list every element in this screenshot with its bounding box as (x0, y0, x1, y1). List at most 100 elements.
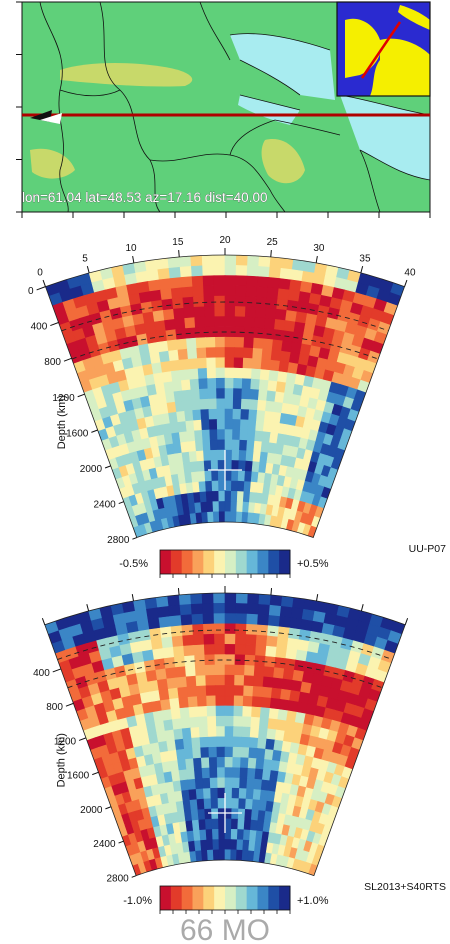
anomaly-cell (168, 604, 182, 617)
anomaly-cell (207, 378, 217, 390)
anomaly-cell (245, 788, 255, 800)
anomaly-cell (275, 646, 288, 659)
wedge-guides (44, 254, 406, 539)
anomaly-cell (137, 281, 151, 294)
depth-tick-label: 1200 (54, 736, 77, 747)
anomaly-cell (195, 440, 204, 452)
anomaly-cell (174, 400, 185, 413)
anomaly-cell (224, 357, 235, 369)
colorbar-swatch (279, 550, 291, 574)
anomaly-cell (204, 808, 213, 820)
colorbar-swatch (235, 550, 248, 574)
anomaly-cell (206, 695, 217, 707)
anomaly-cell (244, 644, 257, 656)
anomaly-cell (193, 768, 203, 780)
anomaly-cell (214, 633, 226, 645)
anomaly-cell (234, 306, 246, 318)
anomaly-cell (240, 757, 250, 769)
anomaly-cell (179, 707, 191, 719)
anomaly-cell (224, 715, 235, 727)
anomaly-cell (224, 695, 235, 707)
anomaly-cell (224, 849, 232, 861)
anomaly-cell (207, 511, 215, 523)
anomaly-cell (279, 606, 293, 619)
anomaly-cell (216, 408, 226, 420)
anomaly-cell (217, 787, 226, 799)
anomaly-cell (177, 686, 189, 699)
anomaly-cell (246, 275, 259, 288)
anomaly-cell (192, 634, 205, 646)
anomaly-cell (258, 717, 270, 730)
anomaly-cell (159, 626, 173, 639)
anomaly-cell (214, 295, 226, 307)
anomaly-cell (224, 818, 232, 830)
colorbar-swatch (225, 886, 237, 910)
anomaly-cell (235, 633, 247, 646)
anomaly-cell (279, 267, 293, 281)
anomaly-cell (301, 608, 316, 622)
anomaly-cell (233, 716, 243, 728)
start-arrow-highlight-icon (40, 113, 62, 124)
anomaly-cell (196, 347, 207, 359)
anomaly-cell (202, 777, 211, 790)
anomaly-cell (160, 360, 172, 374)
anomaly-cell (191, 265, 204, 277)
colorbar-swatch (160, 550, 172, 574)
anomaly-cell (224, 429, 233, 441)
depth-tick-label: 2000 (80, 464, 103, 475)
distance-tick-label: 40 (404, 268, 416, 279)
depth-tick (52, 668, 62, 673)
anomaly-cell (212, 839, 220, 851)
anomaly-cell (268, 370, 280, 383)
anomaly-cell (158, 688, 170, 701)
anomaly-cell (249, 727, 260, 739)
anomaly-cell (224, 316, 236, 328)
location-info-text: lon=61.04 lat=48.53 az=17.16 dist=40.00 (22, 190, 267, 205)
anomaly-cell (214, 316, 226, 328)
anomaly-cell (224, 726, 234, 738)
anomaly-cell (172, 645, 185, 658)
anomaly-cell (168, 349, 180, 362)
inset-landmass (398, 5, 430, 30)
anomaly-cell (207, 726, 217, 738)
anomaly-cell (201, 429, 211, 441)
anomaly-cell (178, 358, 190, 371)
anomaly-cell (224, 388, 234, 400)
anomaly-cell (188, 368, 200, 381)
anomaly-cell (192, 285, 205, 298)
anomaly-cell (169, 277, 183, 290)
anomaly-cell (224, 787, 233, 799)
anomaly-cell (210, 798, 219, 810)
anomaly-cell (241, 716, 252, 728)
anomaly-cell (269, 697, 281, 710)
anomaly-cell (241, 378, 252, 390)
depth-tick-label: 2800 (106, 873, 129, 884)
anomaly-cell (138, 291, 152, 304)
depth-tick (91, 429, 98, 433)
depth-tick (118, 501, 124, 505)
colorbar-swatch (257, 550, 269, 574)
discontinuity-line (67, 659, 383, 689)
anomaly-cell (203, 644, 216, 656)
anomaly-cell (279, 350, 292, 363)
anomaly-cell (165, 391, 176, 404)
anomaly-cell (160, 288, 173, 301)
anomaly-cell (239, 439, 248, 452)
anomaly-cell (215, 705, 226, 717)
anomaly-cell (210, 787, 219, 800)
anomaly-cell (224, 613, 237, 625)
anomaly-cell (282, 668, 295, 681)
anomaly-cell (158, 350, 171, 363)
anomaly-cell (233, 347, 245, 359)
anomaly-cell (176, 410, 187, 423)
anomaly-cell (268, 604, 282, 617)
anomaly-cell (183, 307, 196, 319)
anomaly-cell (224, 644, 236, 656)
anomaly-cell (275, 308, 288, 321)
anomaly-cell (224, 757, 234, 768)
anomaly-cell (215, 357, 226, 369)
inset-globe (336, 1, 431, 97)
inset-landmass (370, 38, 430, 96)
anomaly-cell (250, 368, 262, 381)
anomaly-cell (175, 666, 187, 679)
